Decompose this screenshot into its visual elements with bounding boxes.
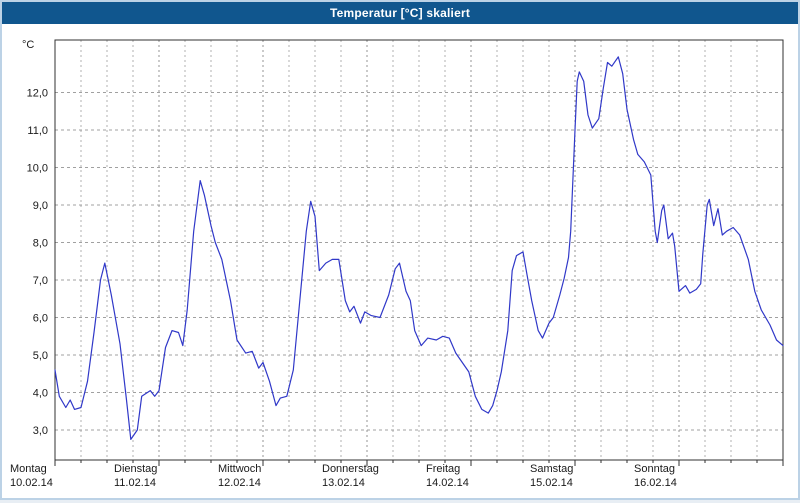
- chart-area: 3,0 4,0 5,0 6,0 7,0 8,0 9,0 10,0 11,0 12,0 °C Monta…: [2, 24, 798, 498]
- y-axis-unit-label: °C: [22, 39, 34, 51]
- x-date-label: 15.02.14: [530, 477, 573, 489]
- x-date-label: 13.02.14: [322, 477, 365, 489]
- x-day-label: Sonntag: [634, 463, 675, 475]
- temperature-line-chart: 3,0 4,0 5,0 6,0 7,0 8,0 9,0 10,0 11,0 12,0 °C Monta…: [10, 39, 784, 489]
- x-day-label: Freitag: [426, 463, 460, 475]
- temperature-series-line: [54, 56, 784, 440]
- x-date-label: 12.02.14: [218, 477, 261, 489]
- y-tick-label: 8,0: [33, 238, 48, 250]
- window-title: Temperatur [°C] skaliert: [329, 6, 471, 20]
- x-date-label: 16.02.14: [634, 477, 677, 489]
- y-tick-label: 4,0: [33, 388, 48, 400]
- x-date-label: 14.02.14: [426, 477, 469, 489]
- y-tick-label: 11,0: [27, 125, 48, 137]
- y-tick-label: 10,0: [27, 163, 48, 175]
- y-tick-label: 6,0: [33, 313, 48, 325]
- x-day-label: Samstag: [530, 463, 573, 475]
- x-day-label: Montag: [10, 463, 47, 475]
- y-tick-label: 5,0: [33, 350, 48, 362]
- x-date-label: 11.02.14: [114, 477, 156, 489]
- window-titlebar: Temperatur [°C] skaliert: [2, 2, 798, 24]
- y-tick-label: 7,0: [33, 275, 48, 287]
- x-day-label: Mittwoch: [218, 463, 261, 475]
- y-tick-label: 3,0: [33, 425, 48, 437]
- x-date-label: 10.02.14: [10, 477, 53, 489]
- x-day-label: Donnerstag: [322, 463, 379, 475]
- x-day-label: Dienstag: [114, 463, 157, 475]
- y-tick-label: 12,0: [27, 88, 48, 100]
- y-tick-label: 9,0: [33, 200, 48, 212]
